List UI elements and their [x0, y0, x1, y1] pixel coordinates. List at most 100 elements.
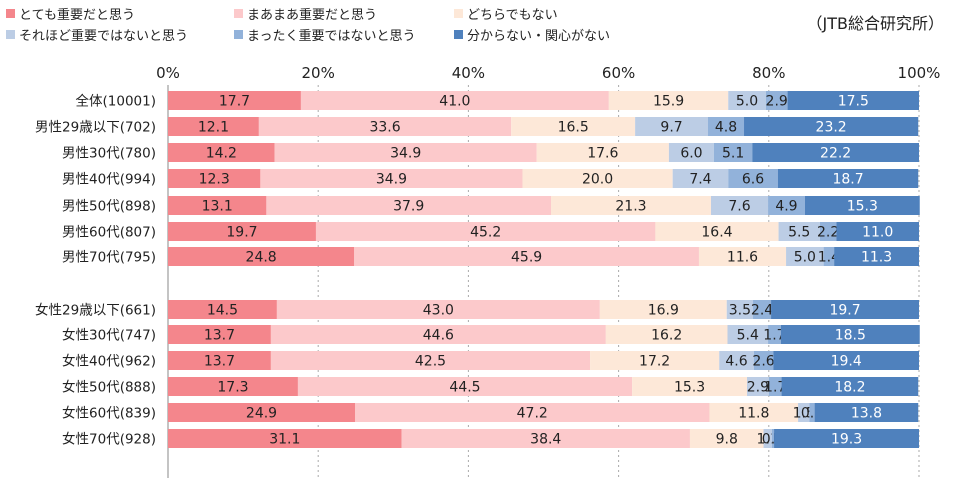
- data-label: 34.9: [376, 172, 407, 188]
- data-label: 44.6: [423, 328, 454, 344]
- category-label: 男性60代(807): [62, 225, 156, 241]
- bar-segment: [168, 429, 402, 448]
- data-label: 47.2: [517, 406, 548, 422]
- data-label: 5.5: [788, 225, 810, 241]
- data-label: 13.1: [202, 199, 233, 215]
- bar-segment: [168, 143, 275, 162]
- bar-segment: [168, 196, 267, 215]
- data-label: 45.9: [511, 250, 542, 266]
- bar-segment: [536, 143, 669, 162]
- data-label: 4.8: [715, 120, 737, 136]
- bar-segment: [551, 196, 711, 215]
- category-label: 男性50代(898): [62, 199, 156, 215]
- data-label: 7.4: [689, 172, 711, 188]
- data-label: 17.3: [217, 380, 248, 396]
- data-label: 15.3: [674, 380, 705, 396]
- data-label: 11.8: [738, 406, 769, 422]
- legend-item: どちらでもない: [454, 4, 558, 23]
- data-label: 2.9: [766, 94, 788, 110]
- bar-segment: [771, 300, 919, 319]
- data-label: 15.9: [653, 94, 684, 110]
- bar-segment: [719, 351, 754, 370]
- data-label: 38.4: [530, 432, 561, 448]
- data-label: 6.6: [742, 172, 764, 188]
- bar-segment: [168, 403, 355, 422]
- data-label: 17.2: [639, 354, 670, 370]
- bar-segment: [655, 222, 779, 241]
- bar-segment: [168, 377, 298, 396]
- bar-segment: [260, 169, 523, 188]
- bar-segment: [168, 351, 271, 370]
- data-label: 14.2: [206, 146, 237, 162]
- legend-label: まったく重要ではないと思う: [247, 28, 416, 44]
- bar-segment: [168, 222, 316, 241]
- data-label: 22.2: [820, 146, 851, 162]
- bar-segment: [836, 222, 919, 241]
- bar-segment: [354, 403, 710, 422]
- bar-segment: [258, 117, 512, 136]
- legend-item: 分からない・関心がない: [454, 25, 610, 44]
- data-label: 12.1: [198, 120, 229, 136]
- bar-segment: [774, 429, 919, 448]
- data-label: 18.2: [834, 380, 865, 396]
- data-label: 11.6: [727, 250, 758, 266]
- bar-segment: [300, 91, 609, 110]
- legend-item: まあまあ重要だと思う: [234, 4, 378, 23]
- data-label: 37.9: [393, 199, 424, 215]
- legend: とても重要だと思う まあまあ重要だと思う どちらでもない それほど重要ではないと思う ま…: [6, 4, 646, 44]
- data-label: 16.5: [558, 120, 589, 136]
- data-label: 24.9: [246, 406, 277, 422]
- category-label: 女性50代(888): [62, 379, 156, 396]
- data-label: 16.9: [648, 303, 679, 319]
- bar-segment: [608, 91, 729, 110]
- bar-segment: [168, 325, 271, 344]
- data-label: 3.5: [729, 303, 751, 319]
- bar-segment: [804, 196, 920, 215]
- bar-segment: [728, 169, 778, 188]
- data-label: 44.5: [449, 380, 480, 396]
- x-tick-label: 20%: [302, 64, 335, 82]
- x-tick-label: 0%: [156, 64, 180, 82]
- bar-segment: [777, 169, 919, 188]
- data-label: 9.7: [660, 120, 682, 136]
- bar-segment: [710, 196, 769, 215]
- legend-label: どちらでもない: [467, 7, 558, 23]
- legend-label: まあまあ重要だと思う: [247, 7, 378, 23]
- bar-segment: [814, 403, 919, 422]
- bar-segment: [768, 196, 805, 215]
- bar-segment: [522, 169, 673, 188]
- data-label: 19.7: [829, 303, 860, 319]
- x-tick-label: 80%: [752, 64, 785, 82]
- bar-segment: [727, 325, 769, 344]
- bar-segment: [744, 117, 919, 136]
- data-label: 2.6: [752, 354, 774, 370]
- data-label: 18.5: [835, 328, 866, 344]
- bar-segment: [168, 169, 261, 188]
- data-label: 4.6: [725, 354, 747, 370]
- bar-segment: [768, 377, 782, 396]
- data-label: 33.6: [369, 120, 400, 136]
- data-label: 42.5: [415, 354, 446, 370]
- bar-segment: [809, 403, 815, 422]
- category-label: 男性40代(994): [62, 172, 156, 188]
- bar-segment: [635, 117, 708, 136]
- bar-segment: [786, 247, 824, 266]
- bar-segment: [707, 117, 745, 136]
- legend-swatch: [234, 8, 243, 18]
- data-label: 23.2: [816, 120, 847, 136]
- legend-swatch: [454, 29, 463, 39]
- data-label: 21.3: [615, 199, 646, 215]
- data-label: 43.0: [423, 303, 454, 319]
- bar-segment: [819, 222, 837, 241]
- bar-segment: [689, 429, 764, 448]
- legend-swatch: [234, 29, 243, 39]
- bar-segment: [768, 325, 781, 344]
- data-label: 18.7: [832, 172, 863, 188]
- bar-segment: [270, 351, 591, 370]
- data-label: 19.7: [226, 225, 257, 241]
- bar-segment: [401, 429, 690, 448]
- bar-segment: [672, 169, 729, 188]
- bar-segment: [747, 377, 769, 396]
- data-label: 11.0: [862, 225, 893, 241]
